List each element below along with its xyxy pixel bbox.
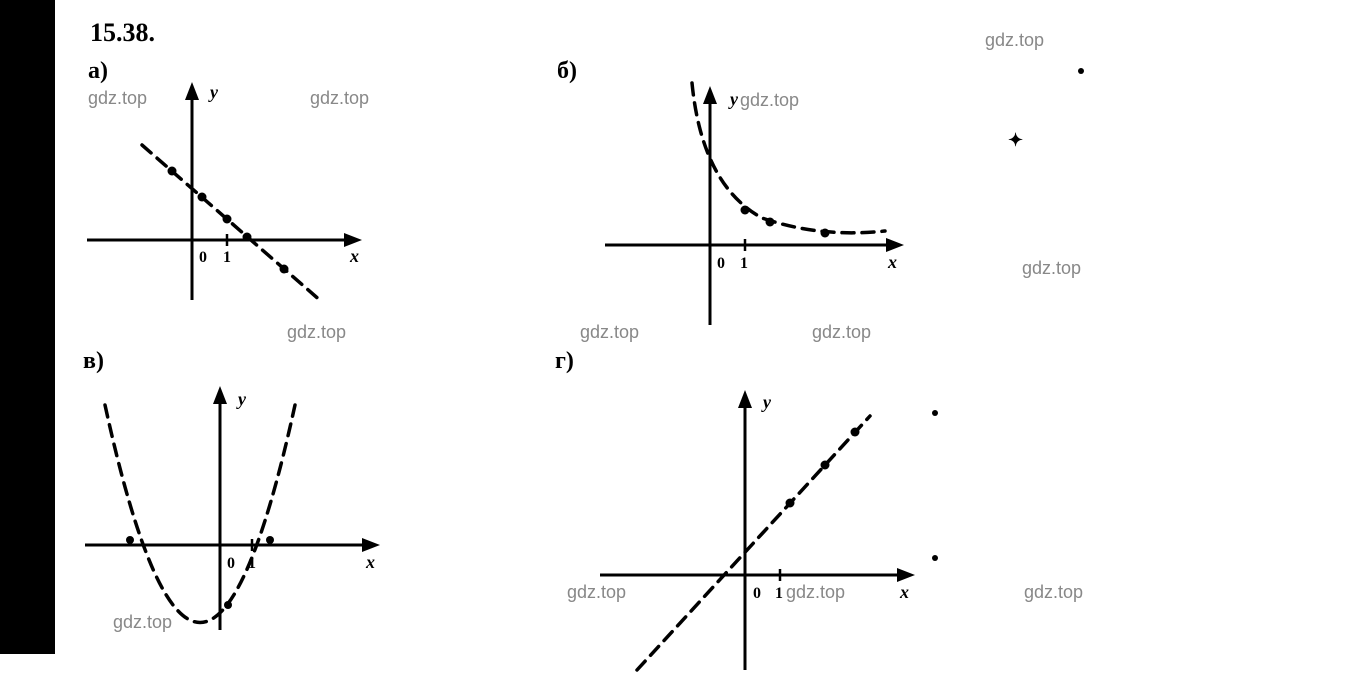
watermark: gdz.top: [1022, 258, 1081, 279]
axis-y-label: y: [236, 389, 247, 409]
origin-label: 0: [227, 555, 235, 572]
left-black-edge: [0, 0, 55, 654]
graph-a: y x 0 1: [72, 70, 372, 330]
sub-b-label: б): [557, 58, 577, 85]
watermark: gdz.top: [287, 322, 346, 343]
origin-label: 0: [199, 249, 207, 266]
axis-y-label: y: [728, 89, 739, 109]
tick-1-label: 1: [740, 255, 748, 272]
watermark: gdz.top: [567, 582, 626, 603]
watermark: gdz.top: [113, 612, 172, 633]
axis-x-label: x: [349, 246, 359, 266]
sub-v-label: в): [83, 348, 104, 375]
watermark: gdz.top: [812, 322, 871, 343]
problem-number: 15.38.: [90, 18, 155, 48]
axis-x-label: x: [887, 252, 897, 272]
axis-x-label: x: [899, 582, 909, 602]
artifact-dot-2: [932, 410, 938, 416]
axis-y-label: y: [761, 392, 772, 412]
watermark: gdz.top: [88, 88, 147, 109]
watermark: gdz.top: [310, 88, 369, 109]
watermark: gdz.top: [580, 322, 639, 343]
watermark: gdz.top: [985, 30, 1044, 51]
watermark: gdz.top: [786, 582, 845, 603]
axis-x-label: x: [365, 552, 375, 572]
watermark: gdz.top: [1024, 582, 1083, 603]
tick-1-label: 1: [223, 249, 231, 266]
sub-g-label: г): [555, 348, 574, 375]
axis-y-label: y: [208, 82, 219, 102]
watermark: gdz.top: [740, 90, 799, 111]
origin-label: 0: [753, 585, 761, 602]
artifact-mark: ✦: [1008, 130, 1023, 151]
artifact-dot-1: [1078, 68, 1084, 74]
artifact-dot-3: [932, 555, 938, 561]
tick-1-label: 1: [775, 585, 783, 602]
origin-label: 0: [717, 255, 725, 272]
graph-g: y x 0 1: [585, 380, 925, 680]
